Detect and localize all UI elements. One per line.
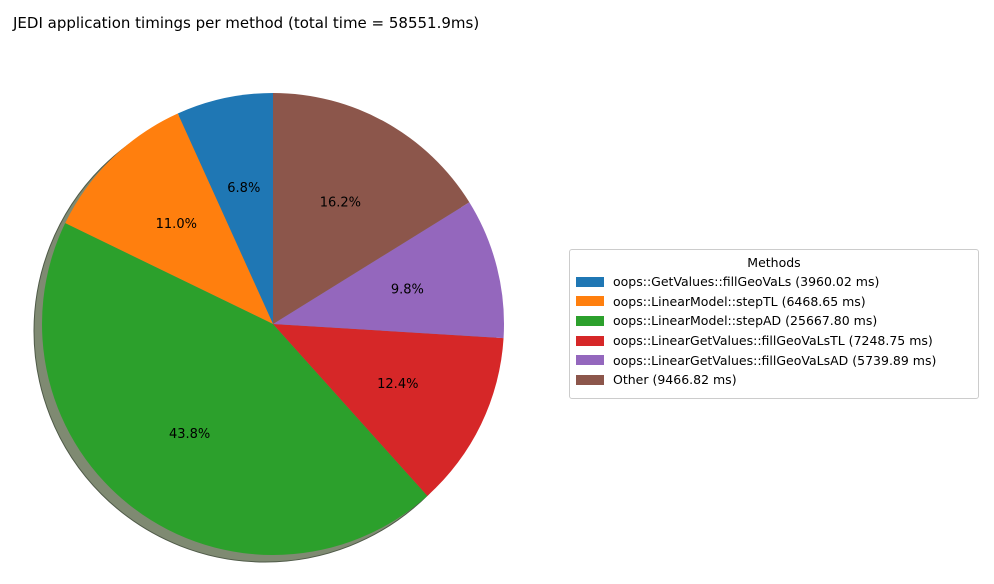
legend: Methods oops::GetValues::fillGeoVaLs (39… — [569, 249, 979, 399]
pie-slice-4 — [273, 324, 504, 496]
pie-pct-label-1: 6.8% — [227, 181, 260, 196]
pie-pct-label-2: 11.0% — [156, 217, 197, 232]
legend-label: oops::LinearModel::stepAD (25667.80 ms) — [613, 313, 878, 329]
legend-label: oops::LinearGetValues::fillGeoVaLsAD (57… — [613, 352, 937, 368]
pie-slice-5 — [273, 202, 505, 339]
pie-pct-label-5: 9.8% — [391, 283, 424, 298]
legend-item: oops::GetValues::fillGeoVaLs (3960.02 ms… — [570, 272, 978, 292]
pie-slice-2 — [65, 113, 273, 324]
pie-pct-label-3: 43.8% — [169, 427, 210, 442]
legend-swatch — [576, 335, 604, 346]
legend-item: Other (9466.82 ms) — [570, 370, 978, 390]
legend-label: Other (9466.82 ms) — [613, 372, 737, 388]
legend-item: oops::LinearGetValues::fillGeoVaLsAD (57… — [570, 350, 978, 370]
pie-pct-label-6: 16.2% — [320, 195, 361, 210]
legend-swatch — [576, 374, 604, 385]
pie-slice-6 — [273, 92, 470, 324]
legend-item: oops::LinearModel::stepTL (6468.65 ms) — [570, 292, 978, 312]
chart-title: JEDI application timings per method (tot… — [13, 14, 480, 32]
legend-swatch — [576, 315, 604, 326]
pie-slice-1 — [177, 93, 273, 324]
pie-slice-3 — [42, 223, 428, 555]
legend-label: oops::LinearGetValues::fillGeoVaLsTL (72… — [613, 333, 933, 349]
legend-label: oops::GetValues::fillGeoVaLs (3960.02 ms… — [613, 274, 880, 290]
legend-label: oops::LinearModel::stepTL (6468.65 ms) — [613, 293, 866, 309]
legend-title: Methods — [747, 255, 801, 270]
legend-item: oops::LinearGetValues::fillGeoVaLsTL (72… — [570, 331, 978, 351]
legend-swatch — [576, 355, 604, 366]
legend-swatch — [576, 296, 604, 307]
legend-swatch — [576, 276, 604, 287]
legend-item: oops::LinearModel::stepAD (25667.80 ms) — [570, 311, 978, 331]
pie-pct-label-4: 12.4% — [377, 377, 418, 392]
